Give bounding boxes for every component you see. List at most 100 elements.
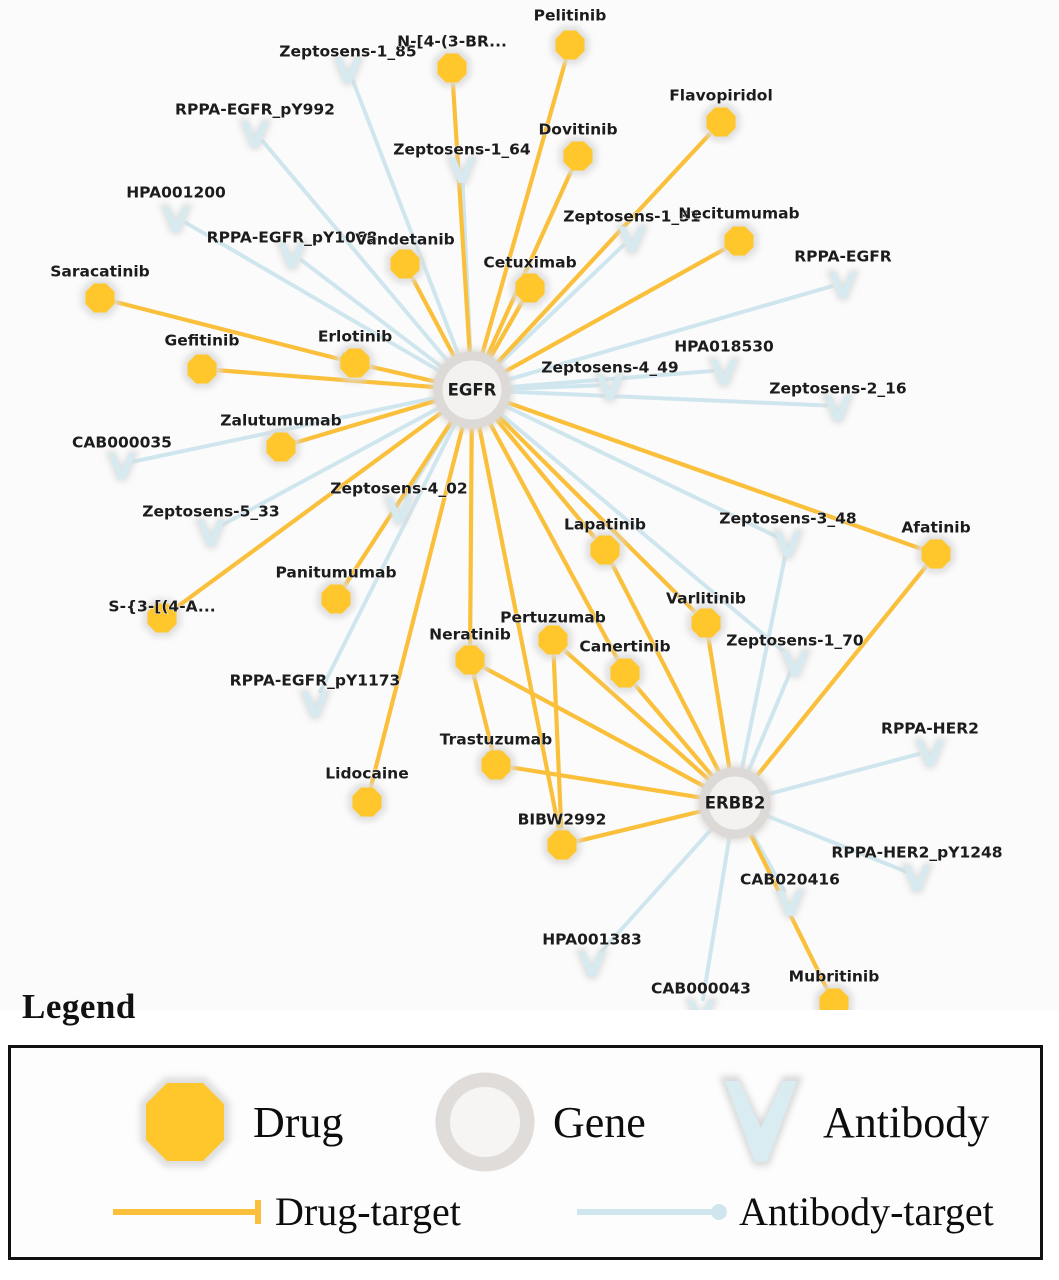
drug-node[interactable] [720, 222, 758, 260]
gene-node[interactable] [431, 349, 513, 431]
drug-node[interactable] [551, 26, 589, 64]
antibody-node[interactable] [900, 862, 934, 894]
legend-panel: Legend Drug [0, 985, 1059, 1280]
antibody-node-layer[interactable] [105, 54, 947, 1010]
legend-box: Drug Gene [8, 1045, 1043, 1260]
antibody-node[interactable] [105, 450, 139, 482]
antibody-node[interactable] [821, 392, 855, 424]
drug-target-edge-icon [109, 1192, 269, 1232]
legend-edge-row: Drug-target Antibody-target [11, 1188, 1040, 1248]
antibody-chevron-icon [448, 157, 476, 183]
node-label: Mubritinib [789, 968, 880, 986]
antibody-chevron-icon [334, 57, 362, 83]
drug-node[interactable] [606, 654, 644, 692]
antibody-chevron-icon [774, 531, 802, 557]
antibody-node[interactable] [773, 887, 807, 919]
drug-octagon-icon [590, 535, 620, 565]
antibody-node[interactable] [275, 239, 309, 271]
drug-node[interactable] [451, 641, 489, 679]
drug-octagon-icon [321, 584, 351, 614]
antibody-node[interactable] [778, 647, 812, 679]
drug-node[interactable] [262, 428, 300, 466]
drug-node[interactable] [317, 580, 355, 618]
legend-shape-row: Drug Gene [11, 1066, 1040, 1176]
antibody-node[interactable] [445, 154, 479, 186]
drug-node[interactable] [687, 604, 725, 642]
antibody-node[interactable] [298, 688, 332, 720]
network-svg[interactable]: Zeptosens-1_85 RPPA-EGFR_pY992 HPA001200 Ze… [0, 0, 1059, 1010]
node-label: Necitumumab [678, 205, 799, 223]
network-graph[interactable]: Zeptosens-1_85 RPPA-EGFR_pY992 HPA001200 Ze… [0, 0, 1059, 1010]
node-label: Flavopiridol [669, 87, 773, 105]
antibody-chevron-icon [781, 650, 809, 676]
node-label: CAB000035 [72, 434, 172, 452]
gene-circle-icon [699, 767, 771, 839]
antibody-node[interactable] [826, 269, 860, 301]
antibody-target-edge [501, 284, 834, 384]
drug-target-edge [500, 398, 928, 553]
antibody-node[interactable] [159, 203, 193, 235]
node-label: S-{3-[(4-A... [108, 598, 215, 616]
antibody-node[interactable] [238, 118, 272, 150]
node-label: Pelitinib [534, 7, 607, 25]
antibody-chevron-icon [301, 691, 329, 717]
node-label: HPA001383 [542, 931, 642, 949]
drug-target-edge [450, 77, 473, 360]
antibody-node[interactable] [615, 223, 649, 255]
drug-node[interactable] [433, 49, 471, 87]
drug-node[interactable] [336, 344, 374, 382]
drug-target-edge [498, 244, 732, 377]
drug-node[interactable] [815, 984, 853, 1010]
node-label: Cetuximab [483, 254, 576, 272]
node-label: Zeptosens-5_33 [142, 503, 279, 521]
node-label: RPPA-HER2 [881, 720, 979, 738]
drug-node[interactable] [559, 137, 597, 175]
drug-node[interactable] [477, 746, 515, 784]
antibody-node[interactable] [593, 371, 627, 403]
drug-node[interactable] [586, 531, 624, 569]
antibody-node[interactable] [194, 517, 228, 549]
antibody-node[interactable] [575, 948, 609, 980]
node-label: Zeptosens-1_85 [279, 43, 416, 61]
drug-octagon-icon [724, 226, 754, 256]
drug-octagon-icon [921, 539, 951, 569]
antibody-chevron-icon [578, 951, 606, 977]
drug-node-layer[interactable] [81, 26, 955, 1010]
drug-node[interactable] [143, 599, 181, 637]
drug-node[interactable] [534, 621, 572, 659]
antibody-node[interactable] [707, 356, 741, 388]
drug-octagon-icon [547, 830, 577, 860]
node-label: Afatinib [901, 519, 970, 537]
antibody-node[interactable] [913, 737, 947, 769]
drug-node[interactable] [81, 279, 119, 317]
node-label: Neratinib [429, 626, 511, 644]
antibody-chevron-icon [618, 226, 646, 252]
drug-target-edge [492, 410, 701, 618]
antibody-target-edge [761, 752, 921, 798]
node-label: RPPA-EGFR_pY1068 [207, 229, 378, 247]
drug-target-edge [470, 668, 496, 755]
drug-node[interactable] [917, 535, 955, 573]
gene-node-layer[interactable] [431, 349, 773, 841]
antibody-target-edge [493, 243, 626, 370]
legend-label-drug: Drug [253, 1097, 344, 1147]
node-label: Zalutumumab [220, 412, 341, 430]
antibody-target-edge [738, 551, 788, 776]
drug-node[interactable] [543, 826, 581, 864]
gene-node[interactable] [697, 765, 773, 841]
drug-node[interactable] [183, 350, 221, 388]
drug-target-edge [367, 419, 467, 794]
drug-target-edge [408, 271, 459, 364]
drug-node[interactable] [702, 103, 740, 141]
drug-node[interactable] [511, 269, 549, 307]
node-label: Zeptosens-1_64 [393, 141, 531, 159]
node-label: RPPA-HER2_pY1248 [831, 844, 1002, 862]
antibody-target-edge [744, 670, 793, 778]
antibody-node[interactable] [771, 528, 805, 560]
antibody-node[interactable] [382, 494, 416, 526]
drug-node[interactable] [386, 245, 424, 283]
antibody-node[interactable] [684, 997, 718, 1010]
drug-node[interactable] [348, 783, 386, 821]
antibody-target-edge [760, 812, 908, 874]
antibody-node[interactable] [331, 54, 365, 86]
